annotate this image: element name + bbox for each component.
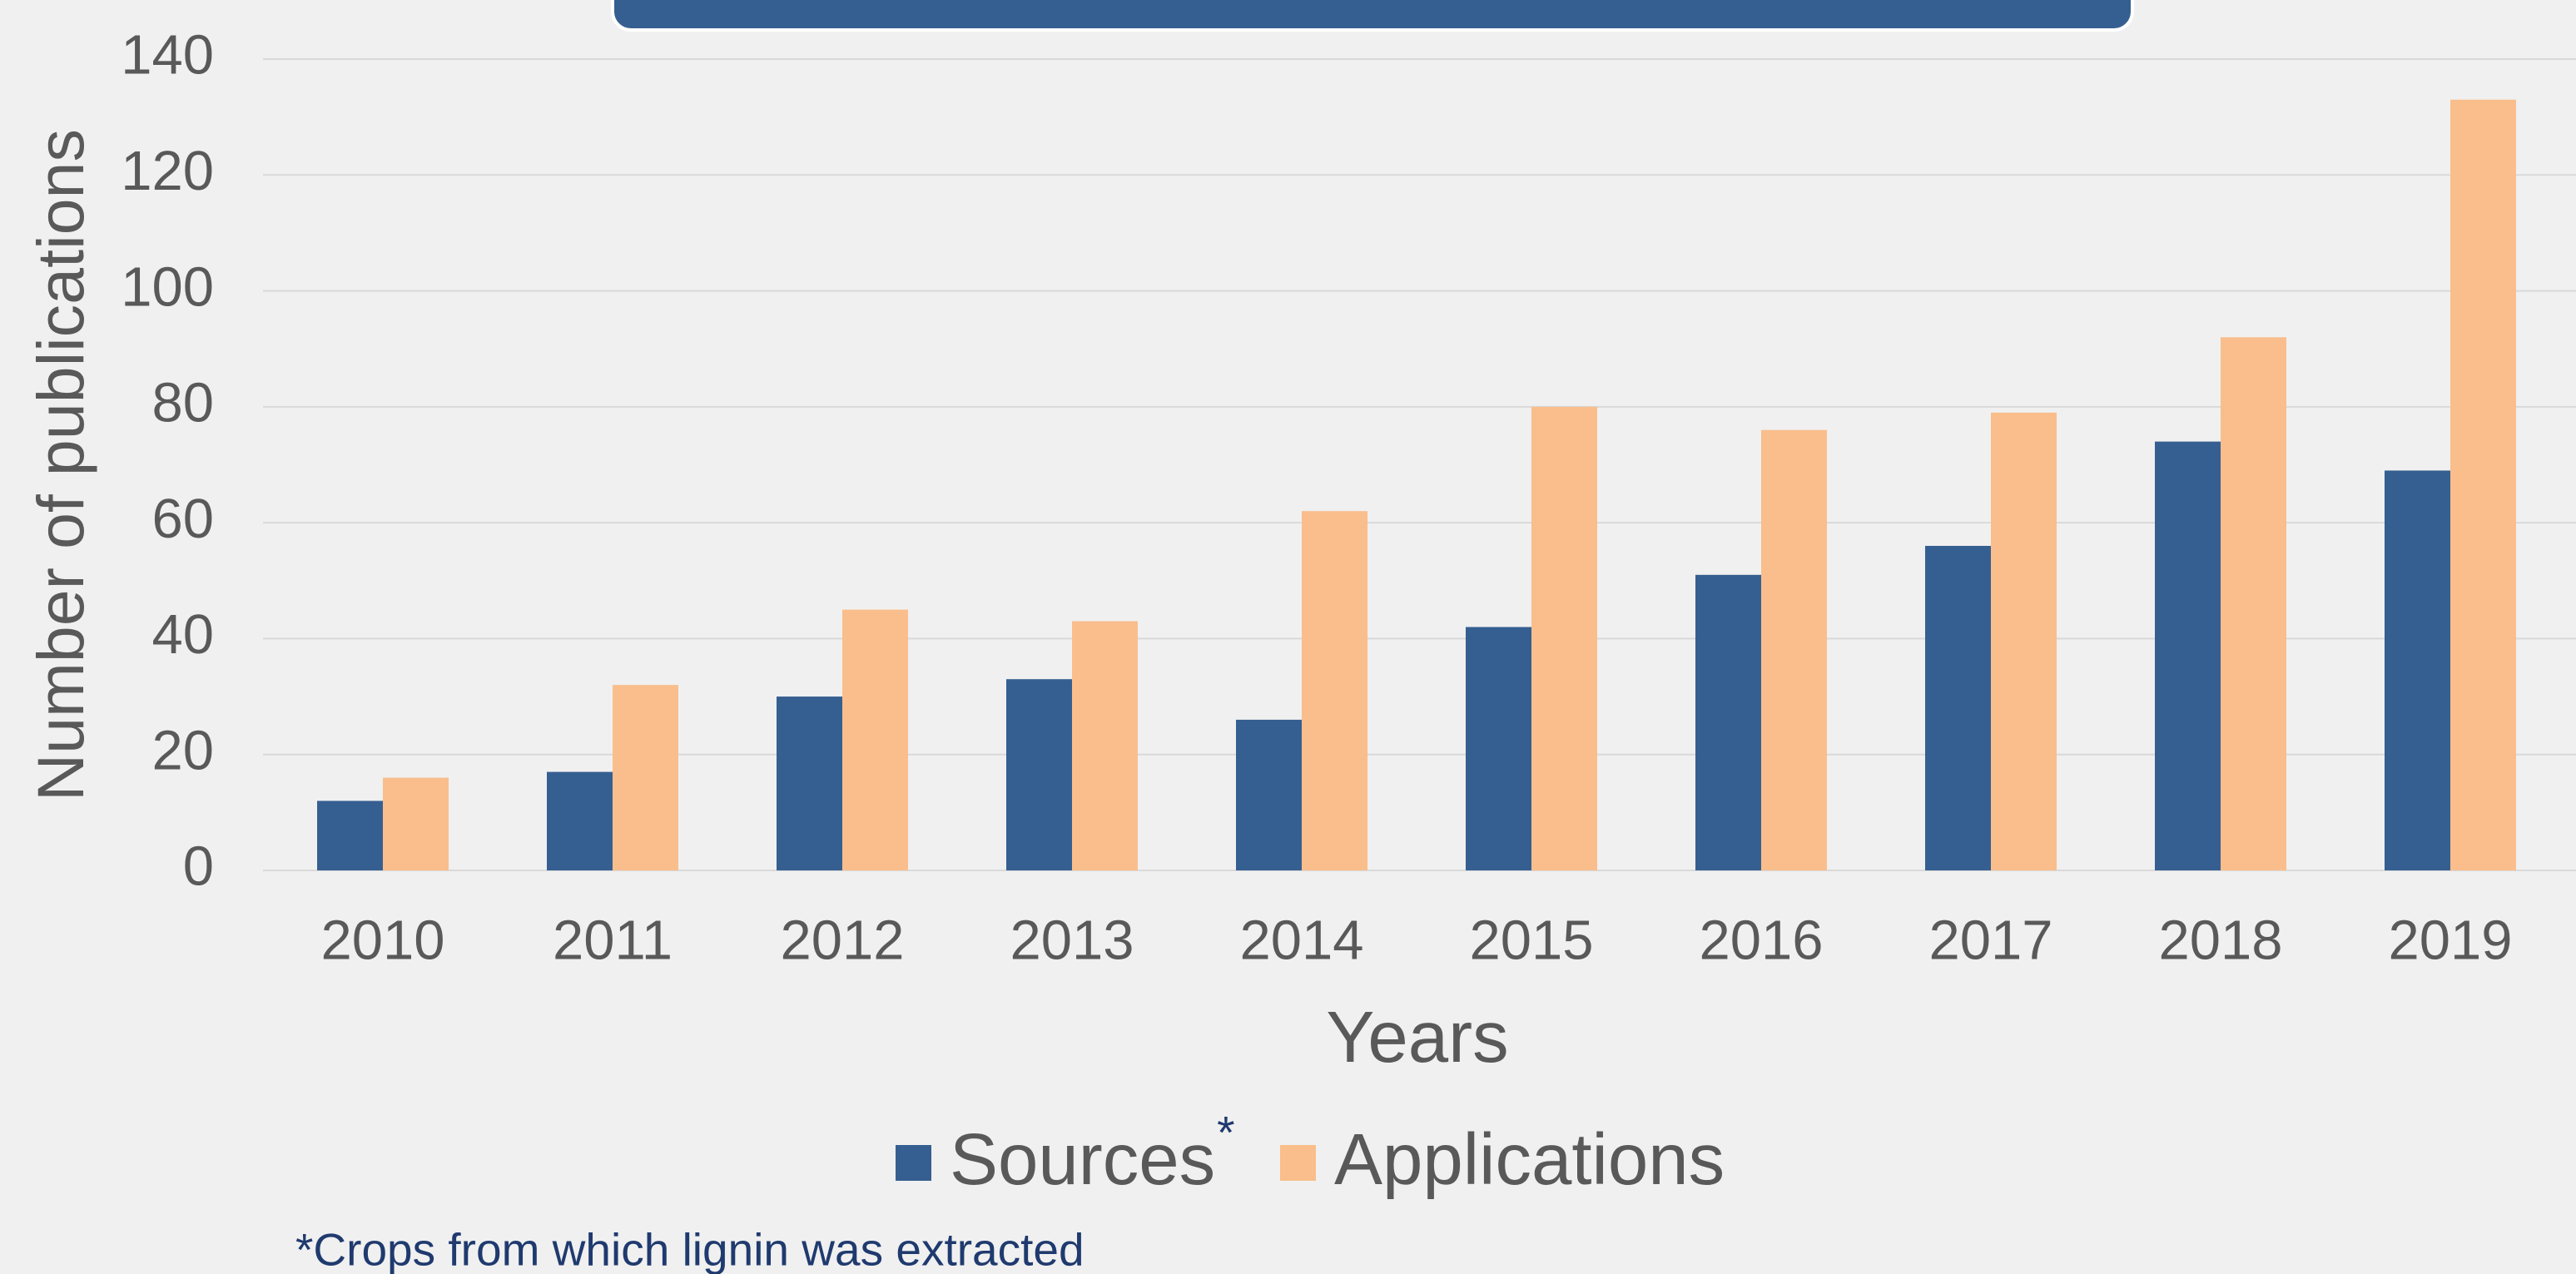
y-tick-label: 0 (183, 835, 214, 898)
legend-swatch (1280, 1145, 1316, 1181)
bar (2155, 441, 2221, 870)
x-tick-label: 2018 (2158, 910, 2282, 972)
x-tick-label: 2016 (1699, 910, 1823, 972)
y-tick-label: 80 (151, 372, 214, 434)
bar (1925, 546, 1991, 870)
bar (1695, 574, 1761, 870)
y-axis-label: Number of publications (23, 129, 97, 801)
bar (317, 801, 383, 870)
bar (1991, 412, 2057, 871)
x-tick-label: 2010 (320, 910, 444, 972)
bar (383, 777, 449, 870)
y-tick-label: 100 (121, 255, 214, 318)
bar (1302, 511, 1367, 870)
y-tick-label: 40 (151, 603, 214, 666)
bar (2385, 470, 2450, 870)
bar (2221, 337, 2286, 870)
x-tick-label: 2013 (1010, 910, 1134, 972)
bar (842, 609, 908, 870)
bar (777, 696, 842, 870)
y-tick-label: 120 (121, 140, 214, 202)
bar (1072, 621, 1138, 870)
x-axis-label: Years (1326, 997, 1508, 1078)
x-tick-label: 2012 (780, 910, 904, 972)
bar (1236, 719, 1302, 870)
bar (1761, 429, 1827, 870)
bar (547, 771, 613, 870)
y-tick-label: 140 (121, 24, 214, 87)
legend-swatch (896, 1145, 931, 1181)
bar (2450, 99, 2516, 870)
y-tick-label: 60 (151, 488, 214, 550)
bar (1531, 406, 1597, 870)
bar (613, 685, 678, 870)
footnote: *Crops from which lignin was extracted (295, 1224, 1085, 1274)
y-tick-label: 20 (151, 719, 214, 781)
x-tick-label: 2015 (1469, 910, 1593, 972)
x-tick-label: 2019 (2388, 910, 2512, 972)
header-box (611, 0, 2134, 32)
x-tick-label: 2014 (1239, 910, 1363, 972)
legend-label: Sources (950, 1119, 1215, 1200)
x-tick-label: 2017 (1928, 910, 2052, 972)
legend-label: Applications (1334, 1119, 1725, 1200)
bar (1466, 627, 1531, 870)
x-tick-label: 2011 (553, 910, 673, 972)
bar (1006, 679, 1072, 870)
legend-marker: * (1217, 1107, 1234, 1158)
